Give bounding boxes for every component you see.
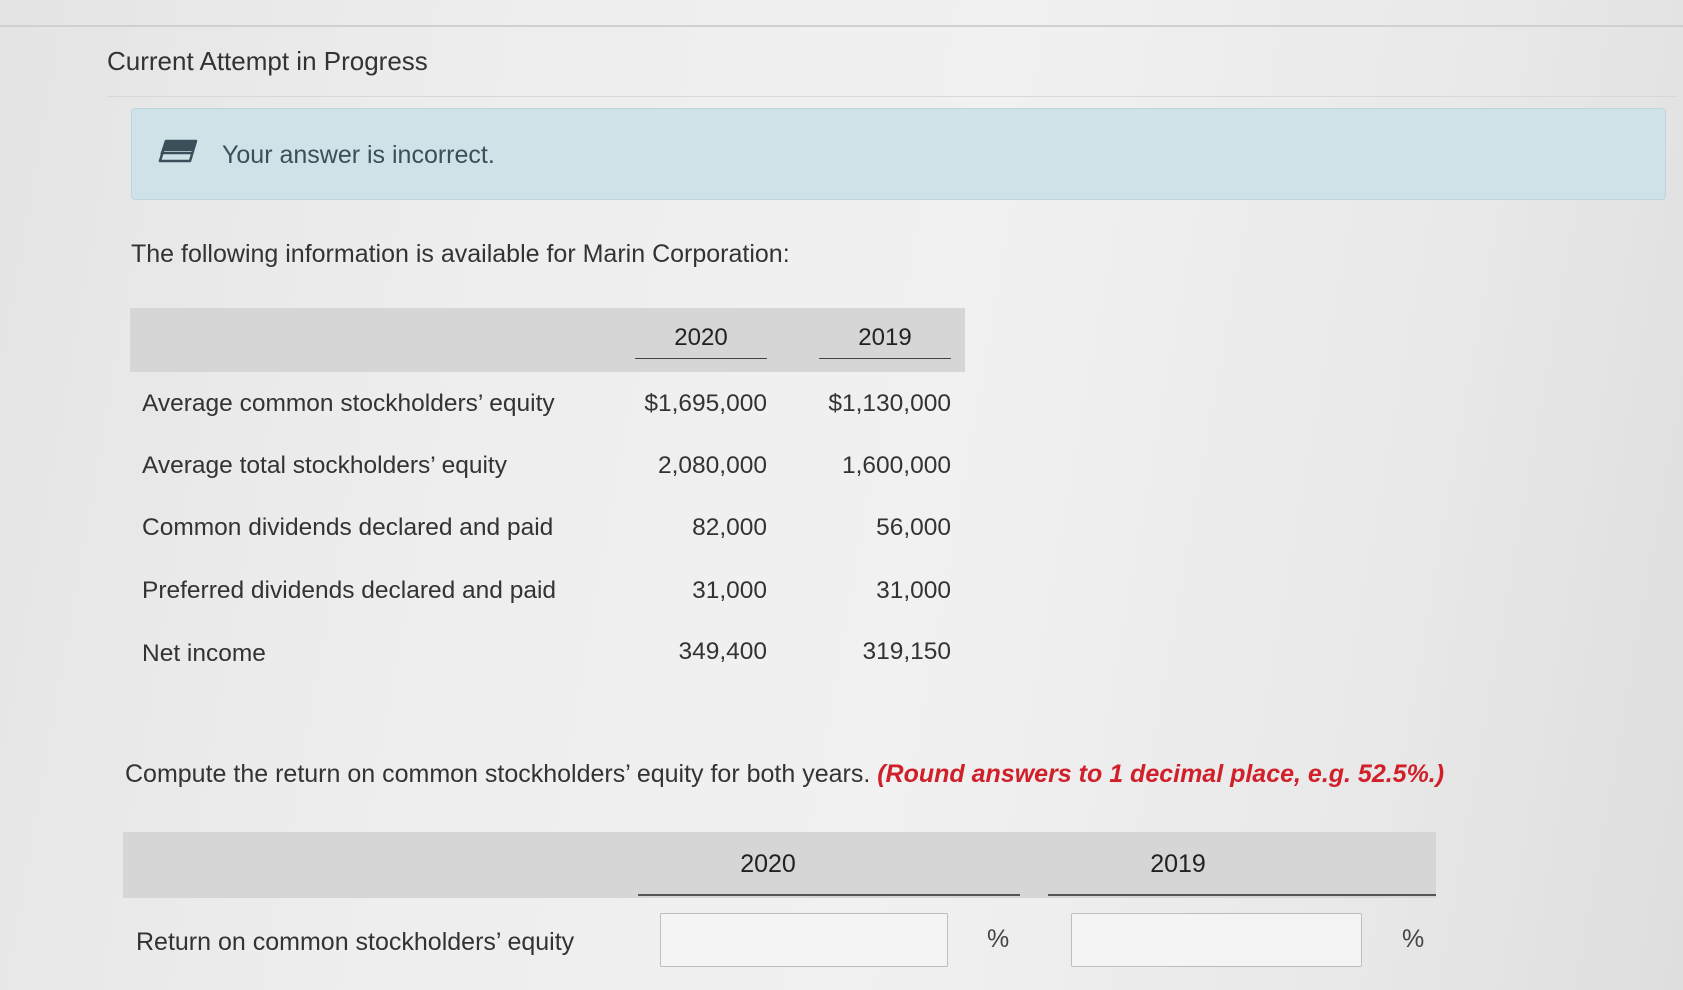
answer-table-header: 2020 2019 — [123, 832, 1436, 898]
header-divider — [107, 96, 1677, 97]
row-label-preferred-dividends: Preferred dividends declared and paid — [142, 577, 557, 604]
question-text: Compute the return on common stockholder… — [125, 760, 871, 788]
cell-2019-preferred-dividends: 31,000 — [876, 577, 951, 604]
row-label-common-dividends: Common dividends declared and paid — [142, 514, 554, 541]
roe-2020-input[interactable] — [660, 913, 948, 967]
col-head-2019: 2019 — [819, 324, 951, 359]
rounding-hint: (Round answers to 1 decimal place, e.g. … — [877, 760, 1445, 788]
cell-2020-common-dividends: 82,000 — [692, 514, 767, 541]
cell-2019-avg-common-equity: $1,130,000 — [828, 390, 951, 417]
answer-col-head-2020: 2020 — [740, 850, 796, 878]
question-prompt: Compute the return on common stockholder… — [125, 760, 1444, 789]
row-label-avg-total-equity: Average total stockholders’ equity — [142, 452, 507, 479]
attempt-title: Current Attempt in Progress — [107, 46, 428, 76]
cell-2019-avg-total-equity: 1,600,000 — [842, 452, 951, 479]
feedback-message: Your answer is incorrect. — [222, 141, 495, 169]
row-label-avg-common-equity: Average common stockholders’ equity — [142, 390, 555, 417]
answer-row-label: Return on common stockholders’ equity — [136, 928, 575, 956]
answer-col-underline-2019 — [1048, 894, 1436, 896]
cell-2020-avg-total-equity: 2,080,000 — [658, 452, 767, 479]
cell-2019-net-income: 319,150 — [862, 638, 951, 665]
row-label-net-income: Net income — [142, 640, 266, 667]
percent-unit-2020: % — [987, 925, 1010, 953]
cell-2020-preferred-dividends: 31,000 — [692, 577, 767, 604]
cell-2019-common-dividends: 56,000 — [876, 514, 951, 541]
roe-2019-input[interactable] — [1071, 913, 1362, 967]
data-table-header: 2020 2019 — [130, 308, 965, 372]
answer-col-underline-2020 — [638, 894, 1020, 896]
feedback-banner: Your answer is incorrect. — [131, 108, 1666, 200]
pencil-icon — [158, 139, 198, 163]
cell-2020-net-income: 349,400 — [678, 638, 767, 665]
problem-intro: The following information is available f… — [131, 240, 790, 268]
col-head-2020: 2020 — [635, 324, 767, 359]
percent-unit-2019: % — [1402, 925, 1425, 953]
top-divider — [0, 25, 1683, 27]
answer-col-head-2019: 2019 — [1150, 850, 1206, 878]
cell-2020-avg-common-equity: $1,695,000 — [644, 390, 767, 417]
